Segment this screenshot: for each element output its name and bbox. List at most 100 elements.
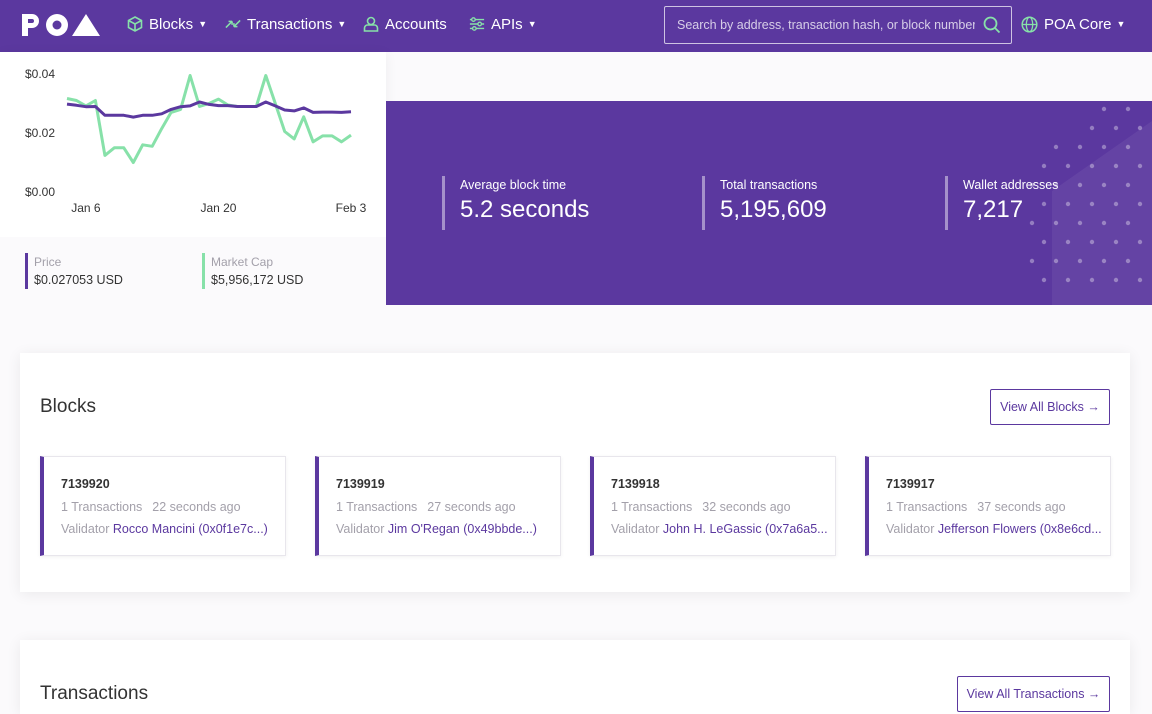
poa-logo[interactable]	[20, 12, 100, 38]
price-series-line	[66, 100, 352, 119]
transactions-section: Transactions View All Transactions →	[20, 640, 1130, 714]
block-tile: 7139919 1 Transactions 27 seconds ago Val…	[315, 456, 561, 556]
legend-market-cap-label: Market Cap	[211, 255, 274, 269]
stat-value: 7,217	[963, 196, 1024, 223]
price-market-cap-chart: $0.04 $0.02 $0.00 Jan 6 Jan 20 Feb 3	[25, 67, 367, 215]
y-tick-label: $0.04	[25, 67, 55, 81]
nav-transactions[interactable]: Transactions ▼	[225, 0, 346, 48]
decorative-dot	[1089, 201, 1095, 207]
stat-label: Wallet addresses	[963, 178, 1059, 192]
decorative-dot	[1065, 239, 1071, 245]
chevron-down-icon: ▼	[198, 19, 208, 29]
stat-label: Total transactions	[720, 178, 818, 192]
x-tick-label: Jan 6	[71, 201, 101, 215]
block-age: 27 seconds ago	[427, 500, 516, 514]
validator-label: Validator	[886, 522, 935, 536]
blocks-section: Blocks View All Blocks → 7139920 1 Trans…	[20, 353, 1130, 592]
chevron-down-icon: ▼	[1116, 19, 1126, 29]
decorative-dot	[1137, 239, 1143, 245]
decorative-dot	[1113, 163, 1119, 169]
block-tile: 7139920 1 Transactions 22 seconds ago Val…	[40, 456, 286, 556]
nav-apis[interactable]: APIs ▼	[469, 0, 537, 48]
x-tick-label: Jan 20	[200, 201, 236, 215]
view-all-transactions-button[interactable]: View All Transactions →	[957, 676, 1110, 712]
search-icon[interactable]	[983, 16, 1001, 34]
decorative-dot	[1077, 220, 1083, 226]
decorative-dot	[1029, 220, 1035, 226]
decorative-dot	[1137, 277, 1143, 283]
block-number-link[interactable]: 7139920	[61, 477, 110, 491]
decorative-dot	[1089, 163, 1095, 169]
decorative-dot	[1065, 277, 1071, 283]
decorative-dot	[1089, 125, 1095, 131]
legend-price-value: $0.027053 USD	[34, 273, 123, 287]
decorative-dot	[1113, 201, 1119, 207]
decorative-dot	[1137, 125, 1143, 131]
block-tile: 7139918 1 Transactions 32 seconds ago Val…	[590, 456, 836, 556]
block-tx-count: 1 Transactions	[886, 500, 968, 514]
network-selector[interactable]: POA Core ▼	[1021, 0, 1125, 48]
legend-market-cap-value: $5,956,172 USD	[211, 273, 304, 287]
validator-link[interactable]: Jim O'Regan (0x49bbde...)	[387, 522, 537, 536]
decorative-dot	[1137, 201, 1143, 207]
decorative-dot	[1041, 163, 1047, 169]
decorative-dot	[1029, 258, 1035, 264]
view-all-blocks-button[interactable]: View All Blocks →	[990, 389, 1110, 425]
network-label: POA Core	[1044, 15, 1112, 33]
decorative-dot	[1041, 201, 1047, 207]
market-cap-series-line	[66, 74, 352, 164]
block-number-link[interactable]: 7139919	[336, 477, 385, 491]
decorative-dot	[1077, 144, 1083, 150]
block-age: 22 seconds ago	[152, 500, 241, 514]
decorative-dot	[1125, 258, 1131, 264]
x-tick-label: Feb 3	[336, 201, 367, 215]
validator-label: Validator	[61, 522, 110, 536]
transfer-arrows-icon	[225, 16, 241, 32]
block-validator: Validator Rocco Mancini (0x0f1e7c...)	[61, 522, 283, 536]
nav-blocks[interactable]: Blocks ▼	[127, 0, 207, 48]
transactions-title: Transactions	[40, 683, 149, 704]
decorative-dot	[1029, 182, 1035, 188]
validator-link[interactable]: Rocco Mancini (0x0f1e7c...)	[112, 522, 268, 536]
nav-accounts[interactable]: Accounts	[363, 0, 447, 48]
stat-label: Average block time	[460, 178, 567, 192]
block-validator: Validator Jefferson Flowers (0x8e6cd...	[886, 522, 1108, 536]
globe-icon	[1021, 15, 1038, 33]
blocks-title: Blocks	[40, 396, 96, 417]
nav-accounts-label: Accounts	[385, 15, 447, 33]
block-meta: 1 Transactions 32 seconds ago	[611, 500, 835, 514]
decorative-dot	[1113, 239, 1119, 245]
decorative-dot	[1077, 258, 1083, 264]
decorative-dot	[1089, 239, 1095, 245]
decorative-dot	[1065, 201, 1071, 207]
chevron-down-icon: ▼	[337, 19, 347, 29]
sliders-icon	[469, 16, 485, 32]
decorative-dot	[1125, 220, 1131, 226]
block-tx-count: 1 Transactions	[611, 500, 693, 514]
validator-label: Validator	[611, 522, 660, 536]
price-chart-card: $0.04 $0.02 $0.00 Jan 6 Jan 20 Feb 3	[0, 52, 386, 237]
stat-value: 5,195,609	[720, 196, 827, 223]
validator-link[interactable]: John H. LeGassic (0x7a6a5...	[662, 522, 828, 536]
block-number-link[interactable]: 7139918	[611, 477, 660, 491]
chart-legend: Price $0.027053 USD Market Cap $5,956,17…	[0, 237, 386, 305]
block-meta: 1 Transactions 22 seconds ago	[61, 500, 285, 514]
legend-price-label: Price	[34, 255, 62, 269]
decorative-dot	[1041, 277, 1047, 283]
decorative-dot	[1053, 144, 1059, 150]
decorative-dot	[1113, 125, 1119, 131]
legend-market-cap-swatch	[202, 253, 205, 289]
block-meta: 1 Transactions 37 seconds ago	[886, 500, 1110, 514]
decorative-dot	[1077, 182, 1083, 188]
decorative-dot	[1101, 182, 1107, 188]
decorative-dot	[1101, 106, 1107, 112]
validator-link[interactable]: Jefferson Flowers (0x8e6cd...	[937, 522, 1102, 536]
stat-average-block-time: Average block time 5.2 seconds	[442, 176, 589, 230]
decorative-dot	[1053, 258, 1059, 264]
search-input[interactable]	[665, 18, 975, 32]
decorative-dot-pattern	[1029, 106, 1152, 305]
block-number-link[interactable]: 7139917	[886, 477, 935, 491]
decorative-dot	[1125, 106, 1131, 112]
cube-icon	[127, 16, 143, 32]
block-age: 32 seconds ago	[702, 500, 791, 514]
